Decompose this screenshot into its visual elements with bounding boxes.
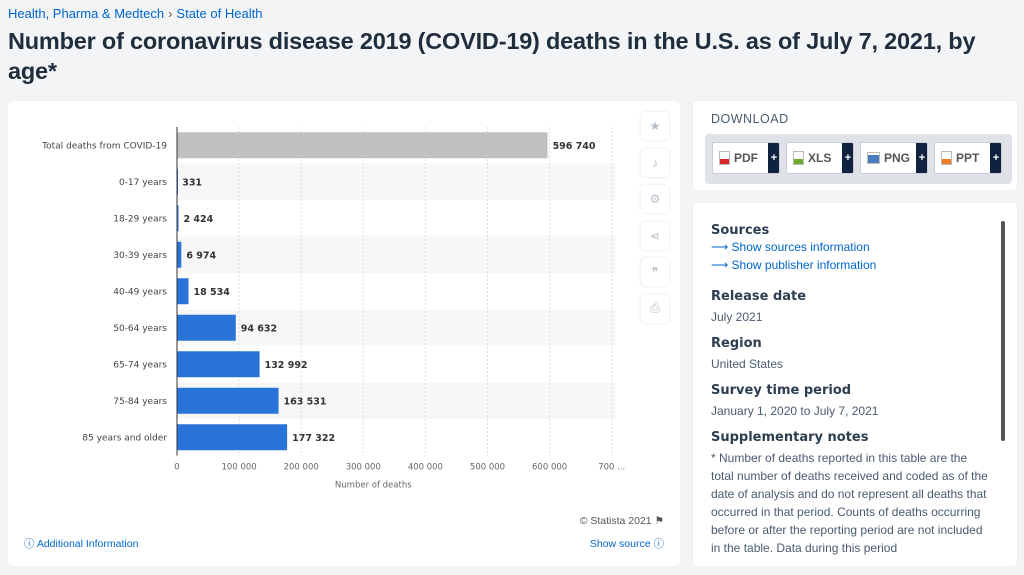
download-ppt-button[interactable]: PPT + xyxy=(934,142,1002,174)
page-title: Number of coronavirus disease 2019 (COVI… xyxy=(8,28,976,84)
scrollbar[interactable] xyxy=(1001,221,1005,441)
row-band xyxy=(177,236,616,273)
data-label: 94 632 xyxy=(241,323,277,334)
x-tick-label: 0 xyxy=(174,463,179,473)
bar xyxy=(177,424,288,451)
info-icon: ⓘ xyxy=(653,538,665,550)
bar xyxy=(177,351,260,378)
bar xyxy=(177,387,279,414)
category-label: 40-49 years xyxy=(113,287,167,297)
quote-icon[interactable]: ❞ xyxy=(641,258,669,286)
category-label: 75-84 years xyxy=(113,397,167,407)
bar xyxy=(177,241,182,268)
show-sources-link[interactable]: ⟶ Show sources information xyxy=(711,240,870,254)
sources-heading: Sources xyxy=(711,223,770,238)
x-axis-title: Number of deaths xyxy=(335,481,412,491)
x-tick-label: 200 000 xyxy=(284,463,319,473)
copyright: © Statista 2021 ⚑ xyxy=(579,515,664,527)
bar xyxy=(177,314,236,341)
x-tick-label: 500 000 xyxy=(470,463,505,473)
download-title: DOWNLOAD xyxy=(711,112,789,126)
download-pdf-button[interactable]: PDF + xyxy=(712,142,780,174)
bell-icon[interactable]: ♪ xyxy=(641,148,669,177)
pdf-file-icon xyxy=(719,151,730,165)
category-label: Total deaths from COVID-19 xyxy=(41,141,167,151)
bar-chart: 0 100 000 200 000 300 000 400 000 500 000 600 … xyxy=(41,127,625,491)
info-panel: Sources ⟶ Show sources information ⟶ Sho… xyxy=(693,203,1017,566)
release-heading: Release date xyxy=(711,289,807,304)
data-label: 18 534 xyxy=(194,287,231,298)
row-band xyxy=(177,309,616,346)
x-tick-label: 700 ... xyxy=(598,463,625,473)
gear-icon[interactable]: ⚙ xyxy=(641,185,669,213)
category-label: 85 years and older xyxy=(82,433,167,443)
data-label: 132 992 xyxy=(265,360,308,371)
data-label: 2 424 xyxy=(184,214,214,225)
x-tick-label: 100 000 xyxy=(222,463,257,473)
x-tick-label: 600 000 xyxy=(532,463,567,473)
category-label: 18-29 years xyxy=(113,214,167,224)
category-label: 0-17 years xyxy=(119,178,167,188)
category-label: 65-74 years xyxy=(113,360,167,370)
xls-file-icon xyxy=(793,151,804,165)
breadcrumb-item[interactable]: State of Health xyxy=(176,6,263,21)
survey-heading: Survey time period xyxy=(711,383,852,398)
bar xyxy=(177,205,179,232)
chart-card: 0 100 000 200 000 300 000 400 000 500 000 600 … xyxy=(8,101,680,566)
category-label: 30-39 years xyxy=(113,251,167,261)
info-icon: ⓘ xyxy=(24,538,35,550)
category-label: 50-64 years xyxy=(113,324,167,334)
chart-toolbar: ★ ♪ ⚙ ⋖ ❞ ⎙ xyxy=(641,112,669,331)
notes-heading: Supplementary notes xyxy=(711,430,869,445)
show-publisher-link[interactable]: ⟶ Show publisher information xyxy=(711,258,877,272)
notes-value: * Number of deaths reported in this tabl… xyxy=(711,451,988,555)
data-label: 331 xyxy=(182,177,202,188)
x-tick-label: 400 000 xyxy=(408,463,443,473)
star-icon[interactable]: ★ xyxy=(641,112,669,140)
breadcrumb-separator: › xyxy=(168,6,173,21)
data-label: 177 322 xyxy=(292,433,335,444)
release-value: July 2021 xyxy=(711,310,763,324)
bar xyxy=(177,132,548,159)
print-icon[interactable]: ⎙ xyxy=(641,294,669,323)
ppt-file-icon xyxy=(941,151,952,165)
download-xls-button[interactable]: XLS + xyxy=(786,142,854,174)
show-source-link[interactable]: Show source ⓘ xyxy=(589,538,665,550)
share-icon[interactable]: ⋖ xyxy=(641,221,669,250)
download-panel: DOWNLOAD PDF + XLS + PNG + PPT + xyxy=(693,101,1017,190)
region-heading: Region xyxy=(711,336,762,351)
x-tick-label: 300 000 xyxy=(346,463,381,473)
data-label: 596 740 xyxy=(553,141,596,152)
survey-value: January 1, 2020 to July 7, 2021 xyxy=(711,404,879,418)
breadcrumb-item[interactable]: Health, Pharma & Medtech xyxy=(8,6,165,21)
row-band xyxy=(177,163,616,200)
png-image-icon xyxy=(867,152,880,164)
breadcrumb: Health, Pharma & Medtech › State of Health xyxy=(8,6,262,21)
additional-information-link[interactable]: ⓘ Additional Information xyxy=(24,538,139,550)
region-value: United States xyxy=(711,357,784,371)
download-png-button[interactable]: PNG + xyxy=(860,142,928,174)
bar xyxy=(177,278,189,305)
data-label: 6 974 xyxy=(186,250,216,261)
flag-icon[interactable]: ⚑ xyxy=(654,515,664,527)
data-label: 163 531 xyxy=(284,396,327,407)
